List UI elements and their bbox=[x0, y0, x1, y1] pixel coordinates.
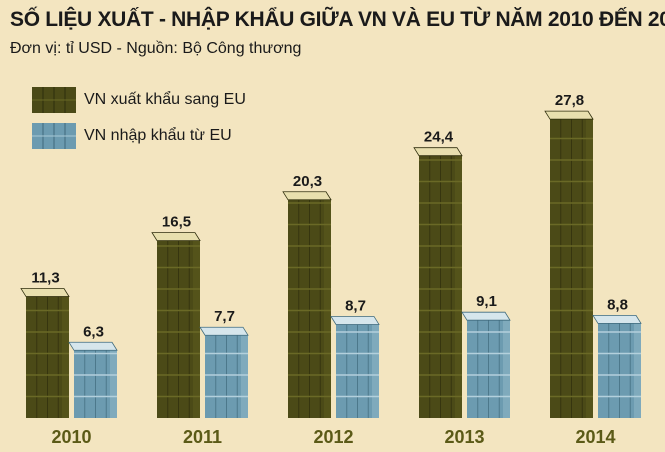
export-bar-side bbox=[586, 119, 593, 419]
x-tick-label: 2014 bbox=[575, 427, 615, 447]
export-bar-2010: 11,3 bbox=[20, 270, 70, 418]
import-bar-side bbox=[372, 324, 379, 418]
x-tick-label: 2013 bbox=[444, 427, 484, 447]
import-bar-top bbox=[461, 311, 511, 321]
import-bar-top bbox=[199, 326, 249, 336]
import-value-label: 6,3 bbox=[83, 323, 104, 340]
import-value-label: 9,1 bbox=[476, 293, 497, 310]
export-value-label: 20,3 bbox=[293, 173, 322, 190]
export-bar-side bbox=[455, 155, 462, 418]
import-bar-2011: 7,7 bbox=[199, 308, 249, 418]
x-tick-label: 2012 bbox=[313, 427, 353, 447]
import-bar-2014: 8,8 bbox=[592, 296, 642, 418]
export-bar-2011: 16,5 bbox=[151, 214, 201, 418]
import-bar-2013: 9,1 bbox=[461, 293, 511, 418]
export-bar-2013: 24,4 bbox=[413, 129, 463, 418]
export-bar-side bbox=[62, 296, 69, 418]
import-bar-side bbox=[241, 335, 248, 418]
import-bar-top bbox=[592, 314, 642, 324]
export-value-label: 11,3 bbox=[31, 270, 59, 287]
import-bar-top bbox=[330, 316, 380, 325]
bar-group-2014: 27,8 8,8 2014 bbox=[544, 92, 642, 447]
bar-group-2011: 16,5 7,7 2011 bbox=[151, 214, 249, 447]
legend-swatch-import bbox=[32, 123, 76, 149]
legend-item-export: VN xuất khẩu sang EU bbox=[32, 82, 246, 118]
export-bar-2012: 20,3 bbox=[282, 173, 332, 418]
chart-subtitle: Đơn vị: tỉ USD - Nguồn: Bộ Công thương bbox=[10, 40, 302, 57]
export-value-label: 16,5 bbox=[162, 214, 191, 231]
import-value-label: 8,7 bbox=[345, 297, 366, 314]
import-bar-top bbox=[68, 341, 118, 351]
import-value-label: 7,7 bbox=[214, 308, 235, 325]
import-bar-2012: 8,7 bbox=[330, 297, 380, 418]
export-bar-top bbox=[282, 191, 332, 201]
export-bar-side bbox=[193, 240, 200, 418]
import-bar-side bbox=[110, 350, 117, 418]
import-value-label: 8,8 bbox=[607, 296, 628, 313]
export-bar-2014: 27,8 bbox=[544, 92, 594, 419]
bar-group-2010: 11,3 6,3 2010 bbox=[20, 270, 118, 447]
import-bar-side bbox=[503, 320, 510, 418]
export-bar-top bbox=[413, 147, 463, 157]
legend-item-import: VN nhập khẩu từ EU bbox=[32, 118, 246, 154]
export-bar-top bbox=[20, 288, 70, 297]
export-value-label: 27,8 bbox=[555, 92, 584, 109]
legend-swatch-export bbox=[32, 87, 76, 113]
import-bar-side bbox=[634, 323, 641, 418]
export-bar-top bbox=[544, 110, 594, 120]
bar-group-2012: 20,3 8,7 2012 bbox=[282, 173, 380, 447]
x-tick-label: 2011 bbox=[183, 427, 222, 447]
bar-group-2013: 24,4 9,1 2013 bbox=[413, 129, 511, 447]
legend-label-import: VN nhập khẩu từ EU bbox=[84, 127, 232, 144]
export-bar-top bbox=[151, 232, 201, 242]
import-bar-2010: 6,3 bbox=[68, 323, 118, 418]
x-tick-label: 2010 bbox=[51, 427, 91, 447]
export-value-label: 24,4 bbox=[424, 129, 454, 146]
export-bar-side bbox=[324, 199, 331, 418]
legend-label-export: VN xuất khẩu sang EU bbox=[84, 91, 246, 108]
chart-title: SỐ LIỆU XUẤT - NHẬP KHẨU GIỮA VN VÀ EU T… bbox=[10, 8, 665, 31]
legend: VN xuất khẩu sang EU VN nhập khẩu từ EU bbox=[32, 82, 246, 154]
